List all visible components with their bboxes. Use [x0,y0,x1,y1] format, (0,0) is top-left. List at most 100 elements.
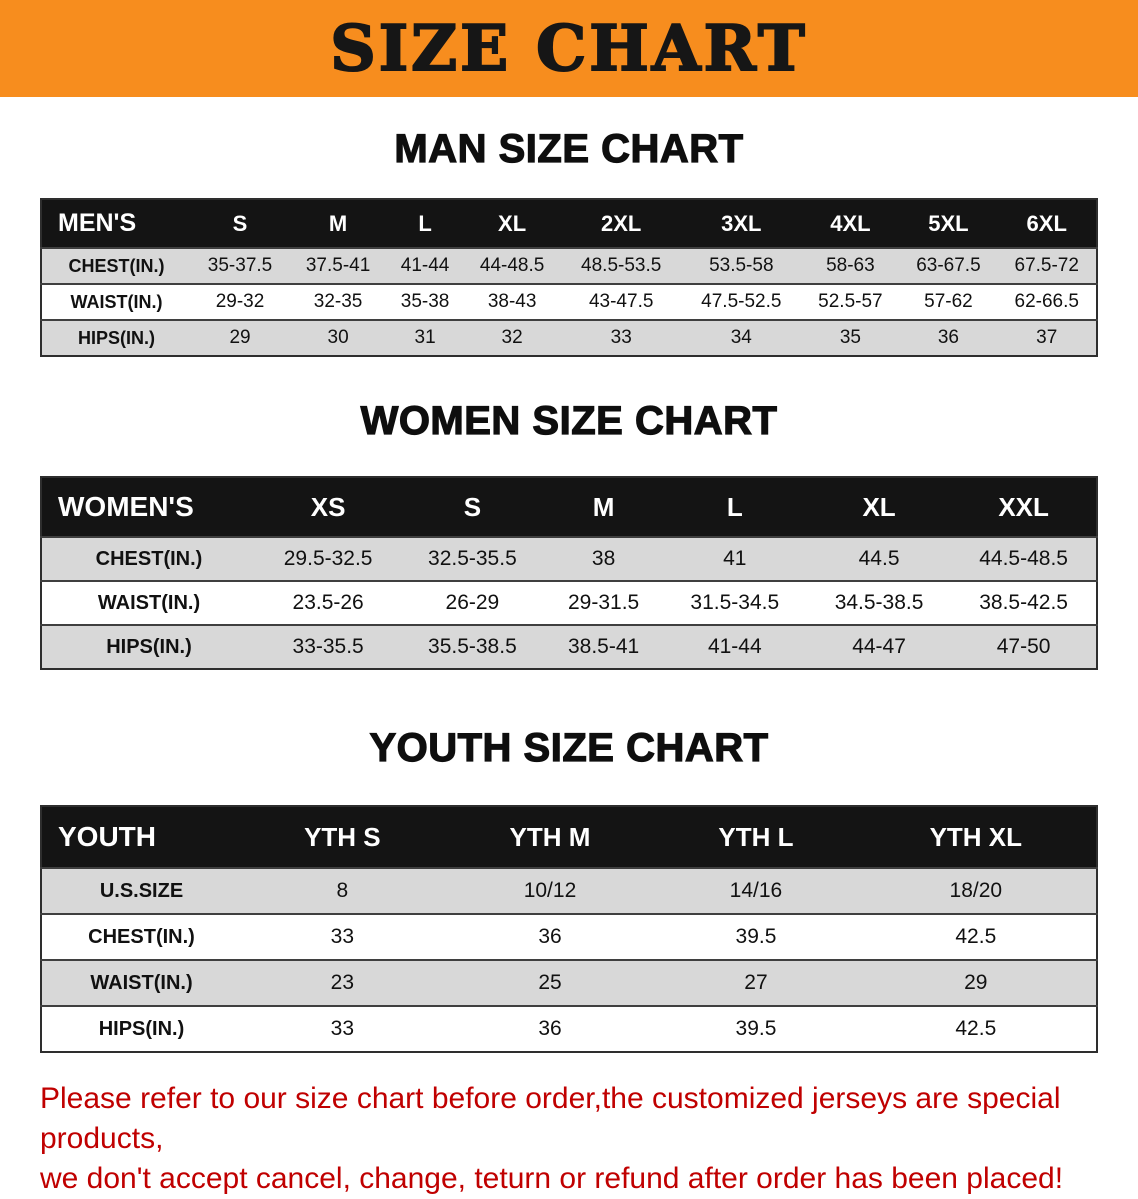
row-label: WAIST(IN.) [70,291,163,312]
size-cell: 62-66.5 [1014,291,1079,312]
size-cell: 31 [414,327,436,348]
row-label: HIPS(IN.) [98,1017,185,1040]
size-cell: 33 [610,327,632,348]
size-cell: 41-44 [707,635,762,658]
size-cell: 35-38 [400,291,450,312]
size-cell: 37 [1036,327,1058,348]
size-column-header: YTH L [718,821,794,852]
row-label: CHEST(IN.) [88,925,195,948]
size-cell: 36 [937,327,959,348]
size-cell: 47-50 [996,635,1051,658]
size-cell: 33 [330,925,355,948]
table-row: HIPS(IN.) 29 30 31 32 33 34 35 36 37 [41,320,1097,356]
size-cell: 53.5-58 [709,255,774,276]
size-cell: 38.5-41 [567,635,640,658]
size-cell: 57-62 [924,291,973,312]
table-row: WAIST(IN.) 23 25 27 29 [41,960,1097,1006]
women-size-chart-section: WOMEN SIZE CHART WOMEN'S XS S M L XL XXL CHEST(… [0,398,1138,670]
size-cell: 44-47 [852,635,906,658]
size-cell: 35-37.5 [207,255,273,276]
mens-table-title: MEN'S [58,209,137,237]
size-cell: 25 [538,971,562,994]
size-cell: 44-48.5 [479,255,545,276]
size-cell: 29 [229,327,251,348]
row-label: U.S.SIZE [99,879,184,902]
size-cell: 32-35 [313,291,363,312]
page-title: SIZE CHART [329,11,808,85]
table-row: WAIST(IN.) 29-32 32-35 35-38 38-43 43-47.5 47.… [41,284,1097,320]
size-cell: 38-43 [487,291,537,312]
man-size-chart-heading: MAN SIZE CHART [394,126,744,171]
size-cell: 33 [330,1017,355,1040]
size-cell: 47.5-52.5 [701,291,782,312]
table-row: CHEST(IN.) 33 36 39.5 42.5 [41,914,1097,960]
size-cell: 52.5-57 [818,291,883,312]
size-column-header: S [463,491,482,522]
mens-size-table: MEN'S S M L XL 2XL 3XL 4XL 5XL 6XL CHEST(IN.) 35-37… [40,198,1098,357]
womens-table-title: WOMEN'S [58,491,194,522]
size-cell: 14/16 [729,879,783,902]
size-column-header: XL [498,210,527,236]
youth-size-chart-section: YOUTH SIZE CHART YOUTH YTH S YTH M YTH L YTH… [0,725,1138,1053]
size-column-header: 3XL [721,210,762,236]
size-cell: 26-29 [445,591,500,614]
size-column-header: YTH S [304,821,381,852]
row-label: WAIST(IN.) [90,971,193,994]
man-size-chart-section: MAN SIZE CHART MEN'S S M L XL 2XL 3XL 4XL 5XL 6XL… [0,126,1138,357]
size-cell: 27 [744,971,768,994]
size-cell: 10/12 [523,879,577,902]
size-cell: 43-47.5 [588,291,654,312]
row-label: HIPS(IN.) [77,327,155,348]
disclaimer-line-1: Please refer to our size chart before or… [40,1082,1061,1155]
table-row: CHEST(IN.) 35-37.5 37.5-41 41-44 44-48.5 48.5… [41,248,1097,284]
size-cell: 29.5-32.5 [283,547,373,570]
women-size-chart-heading: WOMEN SIZE CHART [360,398,778,443]
size-cell: 37.5-41 [305,255,371,276]
size-cell: 39.5 [735,925,777,948]
size-column-header: L [726,491,743,522]
womens-header-row: WOMEN'S XS S M L XL XXL [41,477,1097,537]
size-column-header: XL [862,491,896,522]
size-column-header: YTH M [509,821,591,852]
size-cell: 34 [730,327,752,348]
table-row: HIPS(IN.) 33 36 39.5 42.5 [41,1006,1097,1052]
size-cell: 8 [336,879,349,902]
size-cell: 44.5-48.5 [979,547,1068,570]
table-row: WAIST(IN.) 23.5-26 26-29 29-31.5 31.5-34.5 34… [41,581,1097,625]
size-column-header: 5XL [928,210,969,236]
size-column-header: 6XL [1026,210,1067,236]
row-label: HIPS(IN.) [106,635,192,658]
size-cell: 32.5-35.5 [428,547,517,570]
size-cell: 34.5-38.5 [834,591,924,614]
row-label: CHEST(IN.) [95,547,203,570]
youth-header-row: YOUTH YTH S YTH M YTH L YTH XL [41,806,1097,868]
size-cell: 29 [964,971,988,994]
size-column-header: M [328,210,348,236]
size-cell: 29-31.5 [567,591,640,614]
youth-table-title: YOUTH [58,821,156,852]
size-cell: 39.5 [735,1017,777,1040]
size-cell: 30 [327,327,349,348]
disclaimer: Please refer to our size chart before or… [40,1079,1098,1199]
size-cell: 33-35.5 [292,635,364,658]
size-cell: 31.5-34.5 [690,591,780,614]
size-column-header: 4XL [830,210,871,236]
size-cell: 23 [330,971,355,994]
mens-header-row: MEN'S S M L XL 2XL 3XL 4XL 5XL 6XL [41,199,1097,248]
size-cell: 36 [538,1017,562,1040]
disclaimer-line-2: we don't accept cancel, change, teturn o… [40,1162,1064,1195]
size-cell: 48.5-53.5 [581,255,662,276]
size-cell: 42.5 [955,1017,997,1040]
size-column-header: 2XL [601,210,642,236]
size-cell: 63-67.5 [916,255,981,276]
youth-size-table: YOUTH YTH S YTH M YTH L YTH XL U.S.SIZE 8 10/12… [40,805,1098,1053]
size-cell: 38 [591,547,616,570]
row-label: CHEST(IN.) [68,255,165,276]
size-cell: 41-44 [400,255,450,276]
size-cell: 58-63 [826,255,875,276]
size-cell: 35.5-38.5 [428,635,517,658]
table-row: U.S.SIZE 8 10/12 14/16 18/20 [41,868,1097,914]
size-cell: 18/20 [949,879,1003,902]
size-cell: 32 [501,327,523,348]
size-cell: 41 [723,547,747,570]
